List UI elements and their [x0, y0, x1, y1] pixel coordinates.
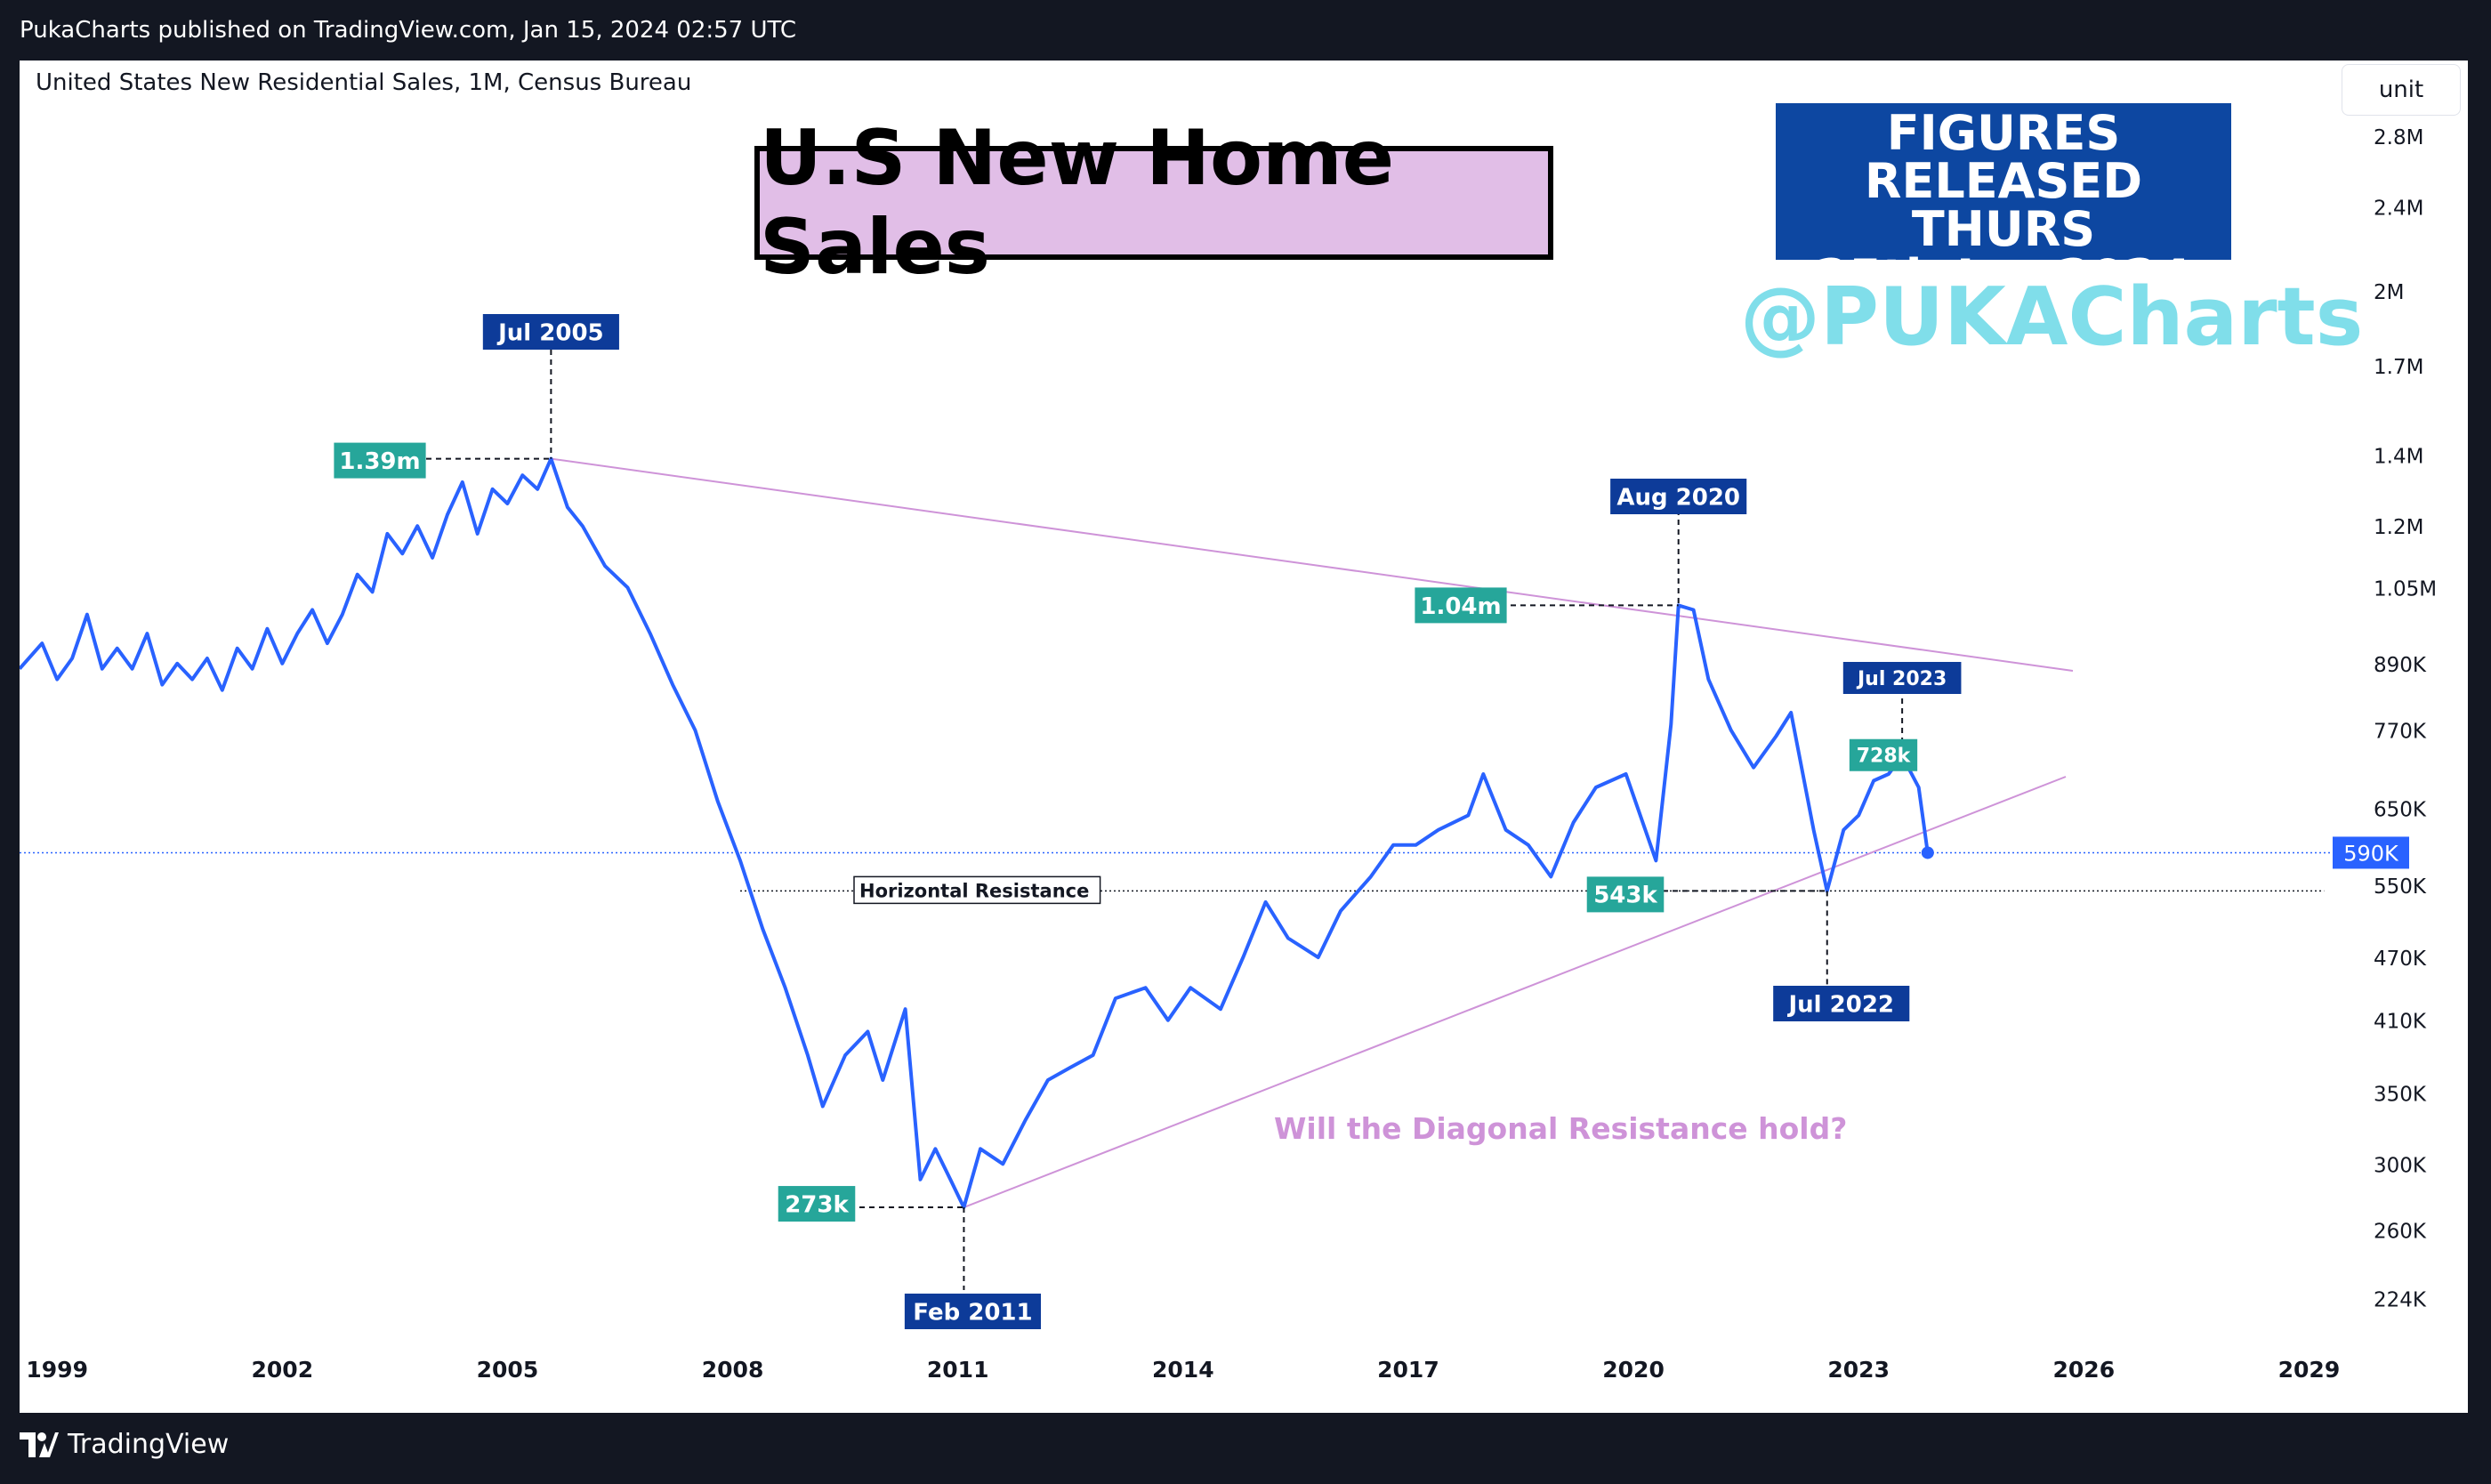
footer-bar: TradingView [0, 1413, 2491, 1484]
price-tag-273k-bg [778, 1186, 856, 1222]
tradingview-logo[interactable]: TradingView [20, 1429, 229, 1460]
x-tick-label: 2014 [1152, 1357, 1214, 1383]
price-tag-543k-bg [1586, 876, 1665, 913]
y-tick-label: 260K [2374, 1220, 2427, 1243]
price-tag-1-04m: 1.04m [1420, 593, 1501, 620]
x-tick-label: 2020 [1602, 1357, 1665, 1383]
price-tag-1-04m-bg [1415, 587, 1507, 624]
x-tick-label: 2005 [477, 1357, 539, 1383]
title-banner: U.S New Home Sales [754, 114, 1553, 292]
x-tick-label: 2011 [927, 1357, 989, 1383]
y-tick-label: 410K [2374, 1011, 2427, 1034]
price-tag-1-39m: 1.39m [339, 448, 420, 475]
watermark-handle: @PUKACharts [1740, 270, 2364, 364]
y-tick-label: 300K [2374, 1154, 2427, 1177]
release-line-2: RELEASED THURS [1864, 153, 2143, 257]
date-tag-aug-2020-bg [1610, 479, 1747, 514]
x-tick-label: 2026 [2053, 1357, 2116, 1383]
y-tick-label: 550K [2374, 875, 2427, 899]
x-tick-label: 1999 [26, 1357, 88, 1383]
publish-header: PukaCharts published on TradingView.com,… [20, 17, 797, 44]
release-line-3: 25th Jan 2024 [1815, 249, 2192, 305]
price-tag-543k: 543k [1593, 883, 1657, 909]
date-tag-jul-2023-bg [1842, 662, 1962, 694]
current-value-tag-bg [2333, 836, 2409, 869]
x-tick-label: 2029 [2278, 1357, 2341, 1383]
chart-canvas[interactable]: 2.8M 2.4M 2M 1.7M 1.4M 1.2M 1.05M 890K 770K 650K 5… [20, 60, 2468, 1413]
price-tag-728k: 728k [1857, 746, 1912, 768]
diagonal-question-text: Will the Diagonal Resistance hold? [1274, 1111, 1847, 1146]
diagonal-support-line [963, 776, 2067, 1208]
date-tag-aug-2020: Aug 2020 [1616, 484, 1740, 511]
chart-symbol-title: United States New Residential Sales, 1M,… [36, 69, 692, 96]
upper-resistance-line [551, 457, 2074, 672]
horizontal-resistance-label-bg [853, 875, 1101, 905]
release-line-1: DECEMBER FIGURES [1856, 60, 2151, 161]
y-tick-label: 2.8M [2374, 126, 2423, 149]
date-tag-jul-2005: Jul 2005 [496, 319, 604, 346]
y-tick-label: 650K [2374, 798, 2427, 821]
x-tick-label: 2002 [252, 1357, 314, 1383]
tradingview-logo-text: TradingView [68, 1429, 230, 1460]
y-tick-label: 224K [2374, 1288, 2427, 1311]
y-tick-label: 770K [2374, 721, 2427, 744]
y-tick-label: 1.05M [2374, 577, 2437, 601]
y-tick-label: 2.4M [2374, 198, 2423, 221]
price-tag-273k: 273k [785, 1191, 849, 1218]
release-banner: DECEMBER FIGURES RELEASED THURS 25th Jan… [1776, 61, 2231, 302]
price-tag-728k-bg [1849, 738, 1918, 771]
y-tick-label: 1.4M [2374, 446, 2423, 469]
y-tick-label: 1.2M [2374, 516, 2423, 539]
x-tick-label: 2023 [1827, 1357, 1890, 1383]
date-tag-jul-2022: Jul 2022 [1786, 991, 1894, 1018]
date-tag-jul-2022-bg [1773, 986, 1910, 1021]
price-tag-1-39m-bg [334, 442, 426, 479]
date-tag-jul-2005-bg [482, 314, 619, 350]
y-tick-label: 1.7M [2374, 356, 2423, 379]
horizontal-resistance-label: Horizontal Resistance [859, 880, 1089, 901]
unit-button[interactable]: unit [2342, 64, 2461, 116]
current-value-tag: 590K [2343, 841, 2399, 866]
y-tick-label: 890K [2374, 654, 2427, 677]
sales-series-line[interactable] [20, 456, 1930, 1210]
date-tag-feb-2011-bg [904, 1294, 1041, 1329]
tradingview-logo-icon [20, 1432, 59, 1457]
y-tick-label: 470K [2374, 948, 2427, 971]
x-tick-label: 2017 [1377, 1357, 1439, 1383]
date-tag-jul-2023: Jul 2023 [1856, 668, 1947, 690]
chart-panel: United States New Residential Sales, 1M,… [20, 60, 2468, 1413]
last-point-marker[interactable] [1921, 846, 1934, 859]
x-tick-label: 2008 [702, 1357, 764, 1383]
y-tick-label: 2M [2374, 281, 2404, 304]
date-tag-feb-2011: Feb 2011 [913, 1299, 1032, 1326]
y-tick-label: 350K [2374, 1084, 2427, 1107]
